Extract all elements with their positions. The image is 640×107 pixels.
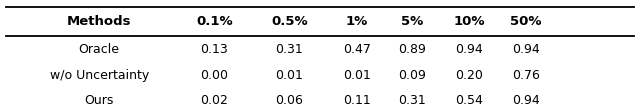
Text: 0.89: 0.89 [398,43,426,56]
Text: 0.09: 0.09 [398,69,426,82]
Text: 0.1%: 0.1% [196,15,233,28]
Text: Ours: Ours [84,94,114,107]
Text: 0.54: 0.54 [455,94,483,107]
Text: w/o Uncertainty: w/o Uncertainty [49,69,149,82]
Text: 10%: 10% [453,15,485,28]
Text: 0.31: 0.31 [275,43,303,56]
Text: 0.94: 0.94 [512,94,540,107]
Text: Oracle: Oracle [79,43,120,56]
Text: Methods: Methods [67,15,131,28]
Text: 0.13: 0.13 [200,43,228,56]
Text: 5%: 5% [401,15,423,28]
Text: 0.02: 0.02 [200,94,228,107]
Text: 0.00: 0.00 [200,69,228,82]
Text: 0.01: 0.01 [343,69,371,82]
Text: 0.20: 0.20 [455,69,483,82]
Text: 0.5%: 0.5% [271,15,308,28]
Text: 1%: 1% [346,15,368,28]
Text: 0.01: 0.01 [275,69,303,82]
Text: 0.31: 0.31 [398,94,426,107]
Text: 0.47: 0.47 [343,43,371,56]
Text: 0.94: 0.94 [455,43,483,56]
Text: 0.94: 0.94 [512,43,540,56]
Text: 0.11: 0.11 [343,94,371,107]
Text: 0.76: 0.76 [512,69,540,82]
Text: 50%: 50% [510,15,542,28]
Text: 0.06: 0.06 [275,94,303,107]
